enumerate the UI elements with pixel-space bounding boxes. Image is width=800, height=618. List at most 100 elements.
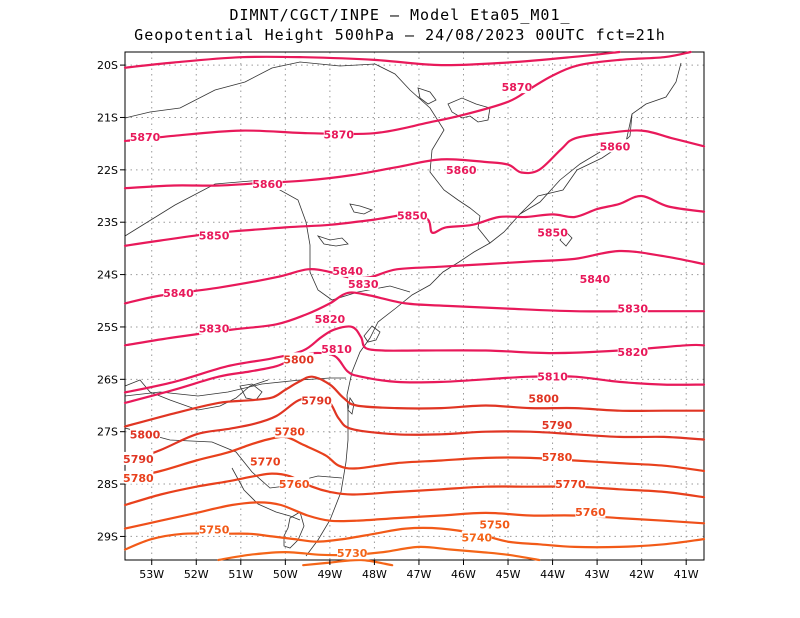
contour-label-background bbox=[337, 546, 368, 560]
contour-label-background bbox=[252, 176, 283, 190]
contour-label: 5740 bbox=[462, 531, 493, 544]
contour-label: 5850 bbox=[199, 229, 230, 242]
mg-rj-es-border bbox=[519, 113, 633, 215]
y-tick-label: 22S bbox=[97, 164, 118, 177]
reservoir-1 bbox=[447, 97, 491, 123]
contour-label-background bbox=[461, 530, 492, 544]
reservoir-4 bbox=[316, 235, 349, 247]
contour-label-background bbox=[542, 417, 573, 431]
contour-label: 5870 bbox=[323, 129, 354, 142]
contour-label-background bbox=[617, 301, 648, 315]
y-tick-label: 29S bbox=[97, 530, 118, 543]
contour-label: 5860 bbox=[252, 178, 283, 191]
contour-label: 5780 bbox=[542, 451, 573, 464]
contour-label: 5760 bbox=[575, 506, 606, 519]
contour-label-background bbox=[617, 345, 648, 359]
contour-label-background bbox=[123, 470, 154, 484]
y-tick-label: 21S bbox=[97, 111, 118, 124]
contour-label: 5870 bbox=[130, 131, 161, 144]
y-tick-label: 25S bbox=[97, 321, 118, 334]
x-tick-label: 44W bbox=[540, 568, 565, 581]
contour-label-background bbox=[348, 277, 379, 291]
contour-line-5870 bbox=[123, 50, 692, 143]
contour-label-background bbox=[501, 80, 532, 94]
contour-label: 5850 bbox=[537, 227, 568, 240]
contour-line-5850 bbox=[123, 194, 706, 247]
contour-label-background bbox=[446, 162, 477, 176]
y-tick-label: 26S bbox=[97, 373, 118, 386]
contour-label: 5830 bbox=[348, 278, 379, 291]
y-tick-label: 28S bbox=[97, 478, 118, 491]
contour-label-background bbox=[479, 517, 510, 531]
map-title-line-1: DIMNT/CGCT/INPE – Model Eta05_M01_ bbox=[229, 6, 571, 24]
x-tick-label: 42W bbox=[629, 568, 654, 581]
contour-label: 5840 bbox=[332, 265, 363, 278]
contour-label: 5840 bbox=[163, 287, 194, 300]
contour-label: 5780 bbox=[123, 472, 154, 485]
x-tick-label: 50W bbox=[273, 568, 298, 581]
contour-label: 5830 bbox=[199, 323, 230, 336]
contour-label: 5730 bbox=[337, 547, 368, 560]
contour-label-background bbox=[283, 352, 314, 366]
y-tick-label: 20S bbox=[97, 59, 118, 72]
contour-line-5800 bbox=[123, 375, 706, 428]
contour-label: 5790 bbox=[542, 419, 573, 432]
x-tick-label: 53W bbox=[139, 568, 164, 581]
y-tick-label: 23S bbox=[97, 216, 118, 229]
contour-label-background bbox=[537, 369, 568, 383]
contour-label-background bbox=[279, 477, 310, 491]
contour-label: 5760 bbox=[279, 478, 310, 491]
y-tick-label: 27S bbox=[97, 426, 118, 439]
contour-line-5830 bbox=[123, 291, 706, 347]
map-title-line-2: Geopotential Height 500hPa – 24/08/2023 … bbox=[134, 26, 666, 44]
contour-label: 5860 bbox=[446, 164, 477, 177]
contour-label: 5790 bbox=[123, 453, 154, 466]
x-tick-label: 45W bbox=[496, 568, 521, 581]
contour-label-background bbox=[314, 312, 345, 326]
contour-label: 5790 bbox=[301, 394, 332, 407]
contour-label: 5770 bbox=[250, 456, 281, 469]
reservoir-2 bbox=[417, 87, 437, 105]
contour-label-background bbox=[537, 225, 568, 239]
contour-line-5730 bbox=[302, 558, 394, 567]
sp-pr-border bbox=[124, 179, 411, 301]
map-background bbox=[125, 52, 704, 560]
contour-label: 5820 bbox=[315, 313, 346, 326]
contour-line-5870 bbox=[123, 50, 621, 69]
contour-line-5780 bbox=[123, 435, 706, 480]
contour-label: 5810 bbox=[537, 371, 568, 384]
x-tick-label: 41W bbox=[674, 568, 699, 581]
contour-label-background bbox=[274, 424, 305, 438]
contour-label: 5860 bbox=[600, 140, 631, 153]
contour-line-5810 bbox=[123, 351, 706, 404]
contour-label-background bbox=[123, 451, 154, 465]
map-frame bbox=[124, 51, 705, 561]
contour-line-5820 bbox=[123, 325, 706, 394]
contour-label: 5800 bbox=[283, 353, 314, 366]
contour-label: 5820 bbox=[617, 346, 648, 359]
contour-label-background bbox=[301, 393, 332, 407]
sc-rs-border bbox=[124, 427, 343, 489]
contour-label-background bbox=[575, 504, 606, 518]
coastline-and-borders bbox=[124, 61, 682, 557]
plot-border bbox=[124, 51, 705, 561]
contour-label-background bbox=[199, 228, 230, 242]
x-tick-label: 47W bbox=[407, 568, 432, 581]
mg-sp-border bbox=[124, 61, 491, 244]
contour-label: 5830 bbox=[617, 303, 648, 316]
contour-label-background bbox=[332, 263, 363, 277]
reservoir-5 bbox=[239, 383, 263, 401]
contour-label-background bbox=[321, 341, 352, 355]
x-tick-label: 52W bbox=[184, 568, 209, 581]
contour-label: 5840 bbox=[580, 273, 611, 286]
contour-label-background bbox=[130, 129, 161, 143]
contour-label-background bbox=[199, 522, 230, 536]
x-tick-label: 49W bbox=[317, 568, 342, 581]
x-tick-label: 48W bbox=[362, 568, 387, 581]
contour-label-background bbox=[528, 391, 559, 405]
contour-label-background bbox=[599, 139, 630, 153]
reservoir-3 bbox=[349, 203, 374, 215]
contour-label-background bbox=[130, 427, 161, 441]
contour-label-background bbox=[555, 477, 586, 491]
